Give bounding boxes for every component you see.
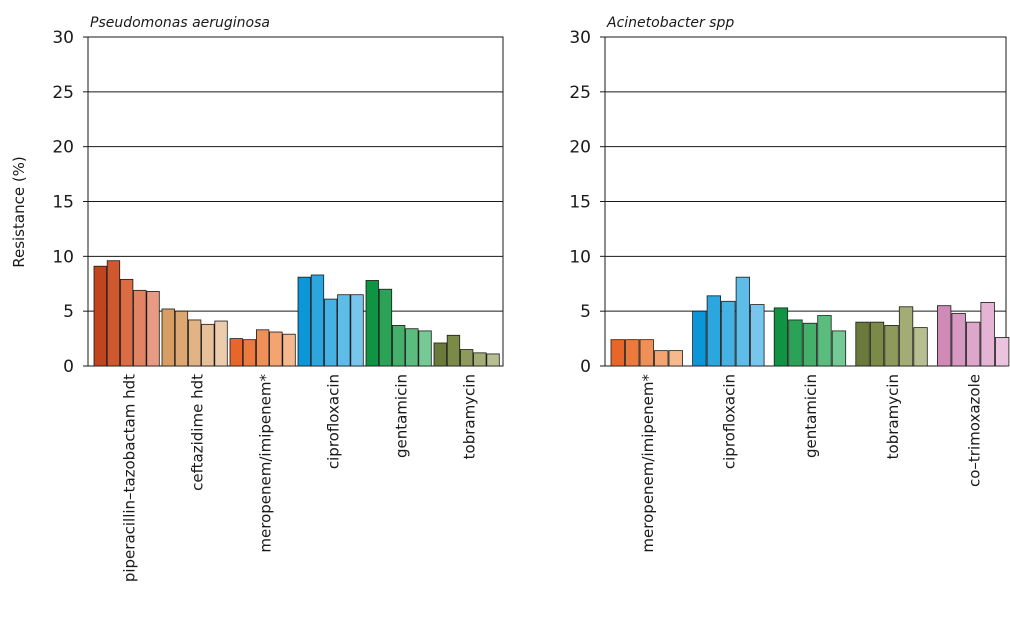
y-tick-label: 30: [569, 28, 591, 48]
x-tick-label-ceftazidime-hdt: ceftazidime hdt: [189, 374, 207, 491]
y-tick-label: 5: [580, 302, 591, 322]
x-tick-label-co-trimoxazole: co–trimoxazole: [965, 374, 983, 487]
bar-co-trimoxazole-2: [951, 312, 966, 367]
bar-gentamicin-4: [817, 315, 832, 367]
bar-gentamicin-3: [391, 325, 406, 367]
bar-meropenem-imipenem-1: [229, 338, 243, 367]
bar-gentamicin-5: [831, 330, 847, 367]
bar-piperacillin-tazobactam-hdt-3: [120, 278, 134, 367]
bar-ciprofloxacin-3: [323, 298, 338, 367]
bar-ceftazidime-hdt-2: [174, 310, 189, 367]
bar-meropenem-imipenem-4: [654, 350, 669, 367]
bar-ceftazidime-hdt-4: [201, 323, 215, 367]
bar-ciprofloxacin-5: [750, 304, 765, 367]
y-tick-label: 10: [569, 247, 591, 267]
bar-ciprofloxacin-1: [692, 310, 707, 367]
bar-piperacillin-tazobactam-hdt-5: [146, 291, 160, 367]
bar-meropenem-imipenem-2: [625, 339, 640, 367]
bar-ciprofloxacin-3: [721, 300, 736, 367]
bar-ceftazidime-hdt-5: [214, 320, 228, 367]
bar-gentamicin-1: [773, 307, 789, 367]
bar-piperacillin-tazobactam-hdt-1: [93, 265, 107, 367]
bar-gentamicin-2: [788, 319, 803, 367]
x-tick-label-meropenem-imipenem: meropenem/imipenem*: [639, 374, 657, 553]
y-axis-label: Resistance (%): [10, 156, 28, 268]
bar-ciprofloxacin-2: [310, 274, 325, 367]
bar-gentamicin-1: [365, 280, 379, 367]
x-tick-label-ciprofloxacin: ciprofloxacin: [325, 374, 343, 469]
bar-meropenem-imipenem-1: [610, 339, 625, 367]
bar-ciprofloxacin-2: [706, 295, 721, 367]
bar-gentamicin-2: [378, 288, 393, 367]
chart-title: Acinetobacter spp: [606, 15, 734, 31]
bar-tobramycin-1: [433, 342, 447, 367]
bar-meropenem-imipenem-5: [668, 350, 683, 367]
bar-tobramycin-3: [459, 349, 474, 367]
bar-gentamicin-4: [405, 328, 419, 367]
bar-ciprofloxacin-4: [337, 294, 351, 367]
bar-tobramycin-3: [884, 325, 899, 367]
y-tick-label: 20: [569, 138, 591, 158]
bar-gentamicin-3: [802, 322, 818, 367]
y-tick-label: 25: [569, 83, 591, 103]
bar-ciprofloxacin-5: [350, 294, 364, 367]
x-tick-label-tobramycin: tobramycin: [461, 374, 479, 459]
bar-tobramycin-2: [869, 321, 885, 367]
bar-meropenem-imipenem-4: [269, 331, 283, 367]
y-tick-label: 10: [52, 247, 74, 267]
bar-meropenem-imipenem-3: [639, 339, 654, 367]
bar-tobramycin-2: [446, 334, 461, 367]
y-tick-label: 0: [63, 357, 74, 377]
bar-tobramycin-1: [855, 321, 870, 367]
bar-ceftazidime-hdt-3: [187, 319, 202, 367]
bar-tobramycin-4: [898, 306, 914, 367]
bar-tobramycin-5: [913, 327, 928, 367]
x-tick-label-ciprofloxacin: ciprofloxacin: [721, 374, 739, 469]
x-tick-label-piperacillin-tazobactam-hdt: piperacillin–tazobactam hdt: [121, 374, 139, 582]
y-tick-label: 15: [52, 193, 74, 213]
bar-meropenem-imipenem-2: [242, 339, 257, 367]
bar-co-trimoxazole-1: [937, 305, 952, 367]
bar-gentamicin-5: [418, 330, 432, 367]
y-tick-label: 5: [63, 302, 74, 322]
bar-tobramycin-5: [486, 353, 500, 367]
x-tick-label-tobramycin: tobramycin: [884, 374, 902, 459]
bar-ciprofloxacin-4: [735, 276, 750, 367]
bar-piperacillin-tazobactam-hdt-2: [106, 260, 121, 367]
x-tick-label-meropenem-imipenem: meropenem/imipenem*: [257, 374, 275, 553]
bar-tobramycin-4: [473, 352, 487, 367]
bar-ciprofloxacin-1: [297, 276, 311, 367]
bar-meropenem-imipenem-3: [255, 329, 270, 367]
bar-meropenem-imipenem-5: [282, 333, 296, 367]
y-tick-label: 20: [52, 138, 74, 158]
bar-co-trimoxazole-4: [980, 301, 995, 367]
bar-co-trimoxazole-3: [966, 321, 981, 367]
chart-title: Pseudomonas aeruginosa: [90, 15, 270, 31]
x-tick-label-gentamicin: gentamicin: [393, 374, 411, 458]
x-tick-label-gentamicin: gentamicin: [802, 374, 820, 458]
y-tick-label: 30: [52, 28, 74, 48]
y-tick-label: 0: [580, 357, 591, 377]
y-tick-label: 15: [569, 193, 591, 213]
bar-piperacillin-tazobactam-hdt-4: [133, 289, 147, 367]
chart-panel-acinetobacter: Acinetobacter spp 0 5 10 15 20 25 30 meropenem/i…: [569, 15, 1010, 553]
chart-panel-pseudomonas: Pseudomonas aeruginosa 0 5 10 15 20 25 30 pipera…: [52, 15, 504, 582]
y-tick-label: 25: [52, 83, 74, 103]
bar-ceftazidime-hdt-1: [161, 308, 175, 367]
bar-co-trimoxazole-5: [995, 337, 1010, 367]
